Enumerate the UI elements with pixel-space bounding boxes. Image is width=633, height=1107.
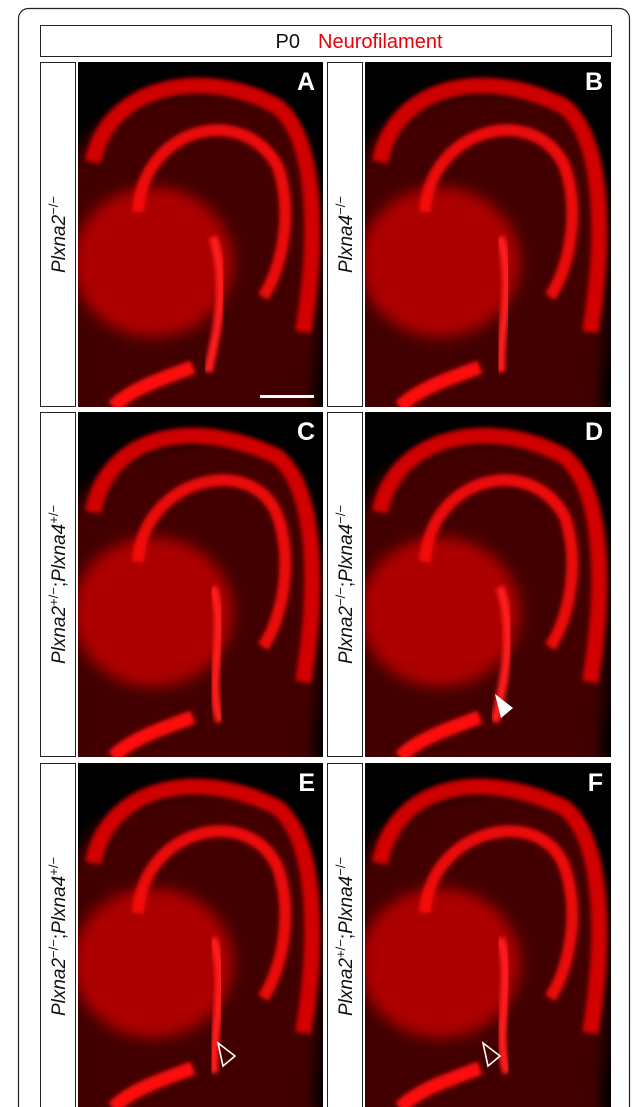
stain-label: Neurofilament xyxy=(318,31,443,53)
allele: +/− xyxy=(46,587,61,606)
genotype-box xyxy=(327,412,363,757)
tissue-thalamus xyxy=(78,537,233,687)
panel-letter: C xyxy=(297,418,315,446)
micrograph: E xyxy=(78,763,323,1107)
gene-name: Plxna4 xyxy=(49,524,70,582)
tract-cortex xyxy=(372,778,608,1035)
genotype-separator: ; xyxy=(336,582,357,587)
arrowhead-open xyxy=(481,1041,502,1068)
genotype-label: Plxna2−/−;Plxna4+/− xyxy=(46,857,71,1016)
genotype-box xyxy=(327,763,363,1107)
tract-hippocampus xyxy=(419,474,579,651)
genotype-box xyxy=(327,62,363,407)
header-box xyxy=(40,25,612,57)
tract-bottom xyxy=(395,1061,483,1107)
arrowhead-open xyxy=(216,1041,237,1068)
tract-capsule xyxy=(495,235,511,373)
gene-name: Plxna2 xyxy=(49,958,70,1017)
scale-bar xyxy=(260,395,314,398)
arrowhead-filled xyxy=(495,694,513,718)
allele: −/− xyxy=(46,196,61,215)
genotype-label: Plxna2−/−;Plxna4−/− xyxy=(333,505,358,664)
allele: −/− xyxy=(46,939,61,958)
tract-capsule xyxy=(203,235,226,373)
gene-name: Plxna4 xyxy=(336,215,357,273)
tissue-thalamus xyxy=(365,537,520,687)
tissue-thalamus xyxy=(78,888,233,1038)
allele: −/− xyxy=(333,587,348,606)
tract-bottom xyxy=(108,710,196,757)
genotype-separator: ; xyxy=(49,934,70,939)
tissue-thalamus xyxy=(78,187,233,337)
allele: −/− xyxy=(333,196,348,215)
figure-border xyxy=(17,7,631,1107)
tract-bottom xyxy=(108,360,196,407)
genotype-label: Plxna2+/−;Plxna4+/− xyxy=(46,505,71,664)
gene-name: Plxna2 xyxy=(49,606,70,665)
allele: +/− xyxy=(46,857,61,876)
tract-bottom xyxy=(395,710,483,757)
genotype-separator: ; xyxy=(49,582,70,587)
tract-cortex xyxy=(85,778,321,1035)
tract-cortex xyxy=(372,77,608,334)
tract-capsule xyxy=(495,936,512,1075)
tract-bottom xyxy=(108,1061,196,1107)
allele: +/− xyxy=(46,505,61,524)
stage-label: P0 xyxy=(276,31,300,53)
genotype-box xyxy=(40,763,76,1107)
panel-letter: A xyxy=(297,68,315,96)
tract-capsule xyxy=(208,585,225,724)
genotype-box xyxy=(40,62,76,407)
tract-bottom xyxy=(395,360,483,407)
micrograph: A xyxy=(78,62,323,407)
panel-letter: D xyxy=(585,418,603,446)
tract-cortex xyxy=(85,77,321,334)
micrograph: B xyxy=(365,62,611,407)
panel-letter: E xyxy=(298,769,315,797)
genotype-label: Plxna2+/−;Plxna4−/− xyxy=(333,857,358,1016)
tract-cortex xyxy=(85,427,321,684)
panel-letter: B xyxy=(585,68,603,96)
gene-name: Plxna4 xyxy=(49,876,70,934)
gene-name: Plxna4 xyxy=(336,876,357,934)
tissue-thalamus xyxy=(365,888,520,1038)
micrograph: C xyxy=(78,412,323,757)
genotype-separator: ; xyxy=(336,934,357,939)
gene-name: Plxna2 xyxy=(336,958,357,1017)
tissue-thalamus xyxy=(365,187,520,337)
tract-hippocampus xyxy=(419,124,579,301)
tract-hippocampus xyxy=(132,124,292,301)
allele: −/− xyxy=(333,505,348,524)
tract-capsule xyxy=(208,936,224,1074)
gene-name: Plxna2 xyxy=(336,606,357,665)
micrograph: D xyxy=(365,412,611,757)
allele: −/− xyxy=(333,857,348,876)
gene-name: Plxna2 xyxy=(49,214,70,273)
genotype-label: Plxna2−/− xyxy=(46,196,71,273)
tract-hippocampus xyxy=(132,474,292,651)
genotype-box xyxy=(40,412,76,757)
micrograph: F xyxy=(365,763,611,1107)
genotype-label: Plxna4−/− xyxy=(333,196,358,273)
panel-letter: F xyxy=(588,769,603,797)
tract-hippocampus xyxy=(132,825,292,1002)
tract-hippocampus xyxy=(419,825,579,1002)
gene-name: Plxna4 xyxy=(336,524,357,582)
allele: +/− xyxy=(333,939,348,958)
tract-cortex xyxy=(372,427,608,684)
